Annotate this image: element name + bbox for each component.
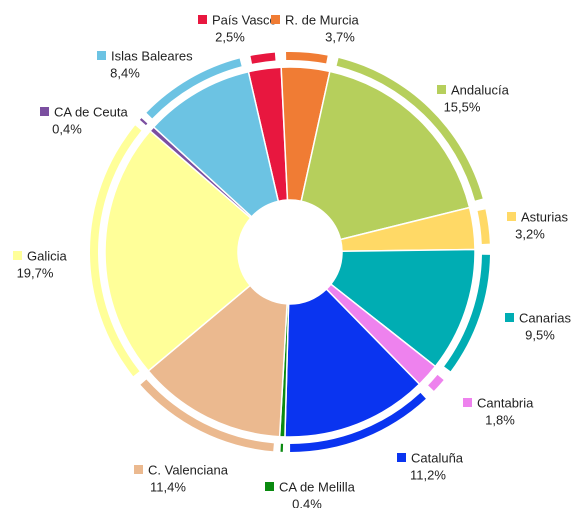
pie-slice	[284, 288, 421, 438]
legend-swatch	[265, 482, 274, 491]
pie-slice	[152, 70, 280, 218]
category-label: Cantabria	[477, 395, 534, 410]
category-label: Cataluña	[411, 450, 464, 465]
outer-ring-arc	[89, 125, 142, 377]
legend-swatch	[505, 313, 514, 322]
legend-swatch	[397, 453, 406, 462]
pie-slice	[329, 248, 476, 368]
outer-ring-arc	[146, 58, 242, 119]
category-label: R. de Murcia	[285, 12, 359, 27]
outer-ring-arc	[444, 254, 490, 372]
legend-swatch	[13, 251, 22, 260]
category-label: Andalucía	[451, 82, 510, 97]
category-label: Galicia	[27, 248, 68, 263]
category-label: Canarias	[519, 310, 572, 325]
value-label: 15,5%	[444, 99, 481, 114]
legend-swatch	[463, 398, 472, 407]
value-label: 0,4%	[52, 121, 82, 136]
legend-swatch	[40, 107, 49, 116]
legend-swatch	[507, 212, 516, 221]
outer-ring-arc	[280, 443, 284, 452]
legend-swatch	[437, 85, 446, 94]
outer-ring-arc	[477, 209, 490, 245]
legend-swatch	[198, 15, 207, 24]
category-label: Asturias	[521, 209, 568, 224]
category-label: Islas Baleares	[111, 48, 193, 63]
legend-swatch	[97, 51, 106, 60]
category-label: CA de Ceuta	[54, 104, 128, 119]
value-label: 2,5%	[215, 29, 245, 44]
category-label: CA de Melilla	[279, 479, 356, 494]
category-label: País Vasco	[212, 12, 277, 27]
value-label: 19,7%	[17, 265, 54, 280]
value-label: 8,4%	[110, 65, 140, 80]
outer-ring-arc	[139, 118, 148, 126]
outer-ring-arc	[290, 392, 426, 452]
legend-swatch	[271, 15, 280, 24]
value-label: 3,2%	[515, 226, 545, 241]
value-label: 11,4%	[150, 479, 186, 494]
value-label: 11,2%	[410, 467, 446, 482]
category-label: C. Valenciana	[148, 462, 229, 477]
outer-ring-arc	[428, 374, 444, 391]
outer-ring-arc	[140, 379, 274, 452]
value-label: 3,7%	[325, 29, 355, 44]
outer-ring-arc	[286, 52, 328, 64]
value-label: 0,4%	[292, 496, 322, 508]
value-label: 9,5%	[525, 327, 555, 342]
outer-ring-arc	[250, 52, 276, 64]
pie-slice	[147, 284, 288, 438]
legend-swatch	[134, 465, 143, 474]
pie-slice	[300, 70, 471, 241]
value-label: 1,8%	[485, 412, 515, 427]
pie-slice	[104, 129, 252, 372]
